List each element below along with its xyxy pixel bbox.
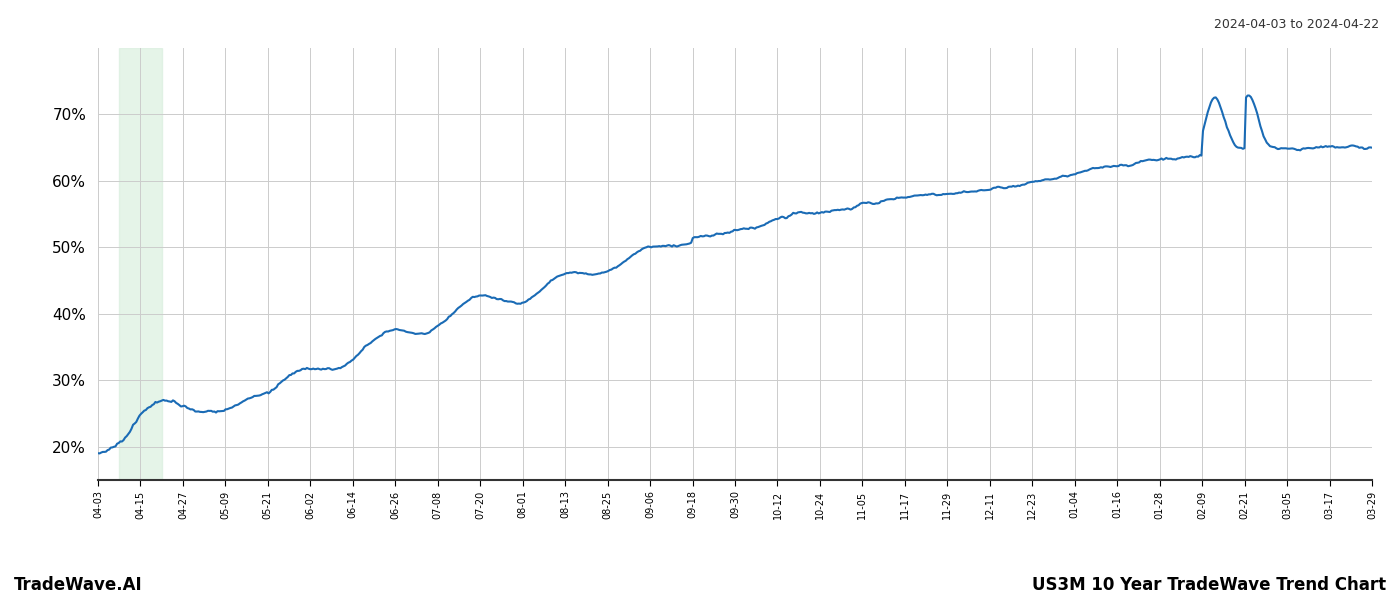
- Text: US3M 10 Year TradeWave Trend Chart: US3M 10 Year TradeWave Trend Chart: [1032, 576, 1386, 594]
- Text: TradeWave.AI: TradeWave.AI: [14, 576, 143, 594]
- Text: 2024-04-03 to 2024-04-22: 2024-04-03 to 2024-04-22: [1214, 18, 1379, 31]
- Bar: [119, 48, 162, 480]
